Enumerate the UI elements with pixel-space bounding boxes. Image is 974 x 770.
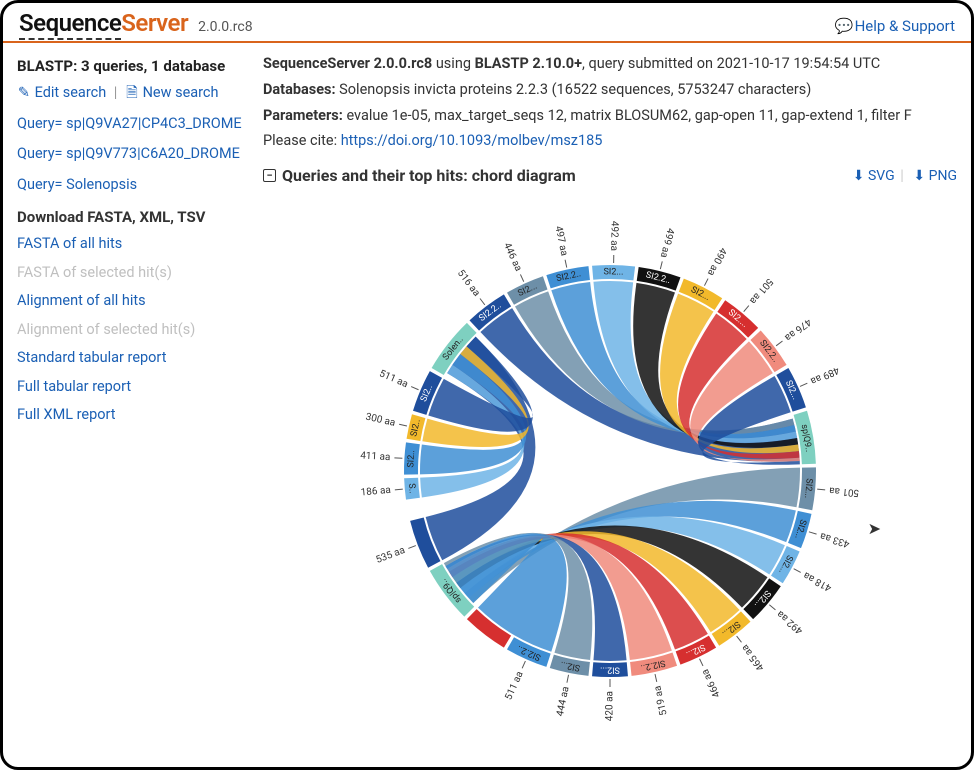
sidebar: BLASTP: 3 queries, 1 database ✎ Edit sea… [17,53,245,751]
brand: SequenceServer 2.0.0.rc8 [19,9,253,37]
download-link-2[interactable]: Alignment of all hits [17,290,245,312]
file-icon: 🗎 [125,82,139,104]
runinfo-db: Databases: Solenopsis invicta proteins 2… [263,79,957,101]
arc-length-label: 516 aa [455,268,482,299]
download-heading: Download FASTA, XML, TSV [17,206,245,229]
runinfo-line1: SequenceServer 2.0.0.rc8 using BLASTP 2.… [263,53,957,75]
brand-version: 2.0.0.rc8 [198,19,253,35]
runinfo-cite: Please cite: https://doi.org/10.1093/mol… [263,130,957,152]
arc-length-label: 511 aa [377,368,409,390]
svg-text:SI2...: SI2... [603,267,623,277]
arc-length-label: 535 aa [374,545,406,566]
export-svg-link[interactable]: ⬇ SVG [853,168,895,184]
section-title[interactable]: − Queries and their top hits: chord diag… [263,166,576,185]
arc-length-label: 497 aa [552,225,569,257]
svg-text:S..: S.. [406,483,417,494]
download-link-6[interactable]: Full XML report [17,404,245,426]
sidebar-summary: BLASTP: 3 queries, 1 database [17,55,245,78]
download-list: FASTA of all hits FASTA of selected hit(s… [17,233,245,426]
content: SequenceServer 2.0.0.rc8 using BLASTP 2.… [263,53,957,751]
arc-length-label: 465 aa [740,642,767,673]
arc-length-label: 476 aa [782,316,813,343]
arc-length-label: 501 aa [829,485,860,499]
export-png-link[interactable]: ⬇ PNG [913,168,957,184]
edit-search-link[interactable]: ✎ Edit search [17,84,106,101]
arc-length-label: 418 aa [802,569,834,593]
download-icon: ⬇ [913,168,925,184]
help-label: Help & Support [855,17,955,35]
download-link-3: Alignment of selected hit(s) [17,319,245,341]
arc-length-label: 492 aa [608,221,620,251]
chat-icon: 💬 [835,17,849,35]
new-search-link[interactable]: 🗎 New search [125,84,219,101]
download-link-5[interactable]: Full tabular report [17,376,245,398]
arc-length-label: 420 aa [605,691,616,721]
arc-length-label: 519 aa [652,685,669,717]
download-link-4[interactable]: Standard tabular report [17,347,245,369]
query-link-2[interactable]: Query= Solenopsis [17,174,245,196]
arc-length-label: 411 aa [360,450,391,463]
export-links: ⬇ SVG | ⬇ PNG [849,167,957,184]
search-actions: ✎ Edit search | 🗎 New search [17,82,245,104]
collapse-icon[interactable]: − [263,169,276,182]
arc-length-label: 433 aa [819,530,851,549]
svg-text:SI2...: SI2... [802,478,814,499]
download-link-1: FASTA of selected hit(s) [17,262,245,284]
brand-srv: Server [121,9,188,37]
pencil-icon: ✎ [17,82,31,104]
download-link-0[interactable]: FASTA of all hits [17,233,245,255]
arc-length-label: 492 aa [775,608,805,636]
arc-length-label: 489 aa [809,364,841,386]
brand-seq: Sequence [19,9,121,40]
section-header: − Queries and their top hits: chord diag… [263,166,957,185]
arc-length-label: 499 aa [658,227,676,259]
brand-name: SequenceServer [19,9,188,37]
ribbons [420,281,800,661]
runinfo-params: Parameters: evalue 1e-05, max_target_seq… [263,105,957,127]
arc-length-label: 446 aa [501,241,524,273]
svg-text:SI2..: SI2.. [406,450,417,468]
arc-length-label: 300 aa [364,412,396,429]
arc-length-label: 466 aa [700,667,723,699]
chord-diagram: S..186 aaSI2..411 aaSI2..300 aaSI2..511 … [270,191,950,751]
svg-text:SI2...: SI2... [600,665,620,675]
arc-length-label: 186 aa [360,485,391,499]
download-icon: ⬇ [853,168,865,184]
arc-length-label: 501 aa [747,276,775,306]
query-link-1[interactable]: Query= sp|Q9V773|C6A20_DROME [17,143,245,165]
help-support-link[interactable]: 💬 Help & Support [835,17,955,35]
topbar: SequenceServer 2.0.0.rc8 💬 Help & Suppor… [3,3,971,43]
arc-length-label: 490 aa [705,245,729,277]
arc-length-label: 444 aa [555,686,572,718]
arc-length-label: 511 aa [503,670,525,702]
cite-link[interactable]: https://doi.org/10.1093/molbev/msz185 [341,132,603,149]
main-area: BLASTP: 3 queries, 1 database ✎ Edit sea… [3,43,971,751]
query-link-0[interactable]: Query= sp|Q9VA27|CP4C3_DROME [17,113,245,135]
